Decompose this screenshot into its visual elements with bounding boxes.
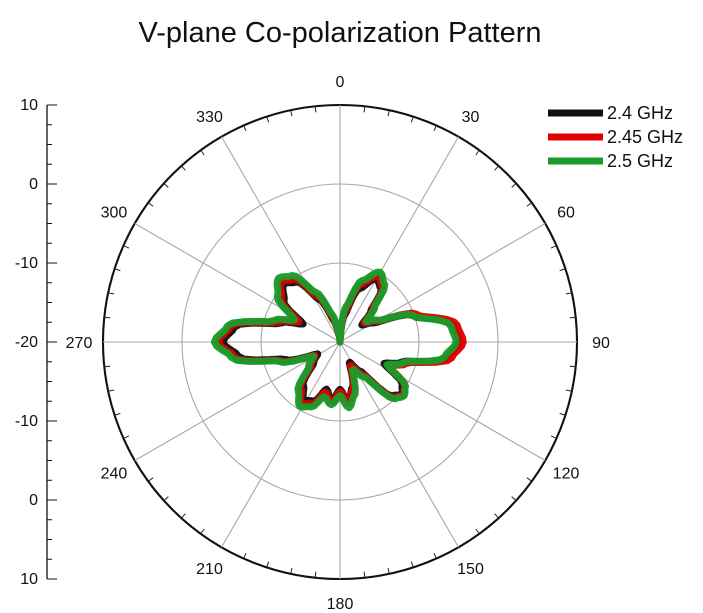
minor-angle-tick (569, 316, 576, 319)
angle-tick-label: 330 (196, 109, 223, 126)
legend-label: 2.5 GHz (607, 151, 673, 171)
legend-label: 2.45 GHz (607, 127, 683, 147)
minor-angle-tick (200, 149, 205, 156)
minor-angle-tick (181, 165, 186, 171)
left-scale-label: -10 (15, 413, 38, 430)
minor-angle-tick (200, 528, 205, 535)
minor-angle-tick (243, 552, 247, 559)
chart-title: V-plane Co-polarization Pattern (138, 17, 541, 49)
minor-angle-tick (147, 202, 154, 207)
angle-tick-label: 240 (101, 466, 128, 483)
left-scale-label: -20 (15, 334, 38, 351)
minor-angle-tick (565, 389, 572, 392)
minor-angle-tick (266, 116, 270, 123)
angular-grid-line (339, 341, 546, 461)
minor-angle-tick (114, 412, 121, 416)
minor-angle-tick (363, 571, 366, 578)
minor-angle-tick (494, 513, 499, 519)
minor-angle-tick (550, 435, 557, 439)
minor-angle-tick (108, 292, 115, 295)
minor-angle-tick (163, 183, 169, 188)
minor-angle-tick (114, 268, 121, 272)
minor-angle-tick (475, 149, 480, 156)
angular-grid-line (221, 341, 341, 548)
minor-angle-tick (494, 165, 499, 171)
angle-tick-label: 180 (327, 596, 354, 613)
minor-angle-tick (181, 513, 186, 519)
angle-tick-label: 90 (592, 335, 610, 352)
minor-angle-tick (526, 202, 533, 207)
minor-angle-tick (387, 567, 390, 574)
minor-angle-tick (565, 292, 572, 295)
angular-grid-line (134, 341, 341, 461)
angular-grid-line (339, 136, 459, 343)
angle-tick-label: 120 (553, 466, 580, 483)
minor-angle-tick (387, 110, 390, 117)
angle-tick-label: 0 (336, 74, 345, 91)
minor-angle-tick (559, 268, 566, 272)
left-radial-scale: 10 0 -10 -20 -10 0 10 (15, 97, 57, 588)
minor-angle-tick (290, 567, 293, 574)
minor-angle-tick (363, 106, 366, 113)
minor-angle-tick (410, 116, 414, 123)
left-scale-label: 0 (29, 176, 38, 193)
minor-angle-tick (410, 561, 414, 568)
minor-angle-tick (526, 477, 533, 482)
minor-angle-tick (104, 365, 111, 368)
minor-angle-tick (569, 365, 576, 368)
minor-angle-tick (266, 561, 270, 568)
minor-angle-tick (290, 110, 293, 117)
angle-tick-label: 150 (457, 561, 484, 578)
angle-tick-label: 60 (557, 205, 575, 222)
minor-angle-tick (475, 528, 480, 535)
angle-tick-label: 30 (462, 109, 480, 126)
angle-tick-label: 300 (101, 205, 128, 222)
left-scale-label: 10 (20, 571, 38, 588)
minor-angle-tick (314, 106, 317, 113)
left-scale-label: -10 (15, 255, 38, 272)
minor-angle-tick (433, 125, 437, 132)
legend: 2.4 GHz 2.45 GHz 2.5 GHz (548, 103, 683, 171)
left-scale-label: 10 (20, 97, 38, 114)
minor-angle-tick (163, 496, 169, 501)
minor-angle-tick (123, 435, 130, 439)
minor-angle-tick (550, 245, 557, 249)
minor-angle-tick (559, 412, 566, 416)
angular-grid-line (221, 136, 341, 343)
angle-tick-label: 270 (66, 335, 93, 352)
legend-label: 2.4 GHz (607, 103, 673, 123)
minor-angle-tick (433, 552, 437, 559)
left-scale-label: 0 (29, 492, 38, 509)
angle-tick-labels: 0 30 60 90 120 150 180 210 240 270 300 330 (66, 74, 610, 613)
angle-tick-label: 210 (196, 561, 223, 578)
minor-angle-tick (123, 245, 130, 249)
minor-angle-tick (108, 389, 115, 392)
series-line-2-5-ghz (210, 268, 460, 412)
minor-angle-tick (243, 125, 247, 132)
minor-angle-tick (511, 183, 517, 188)
minor-angle-tick (511, 496, 517, 501)
minor-angle-tick (104, 316, 111, 319)
minor-angle-tick (314, 571, 317, 578)
minor-angle-tick (147, 477, 154, 482)
series-layer (210, 268, 467, 412)
